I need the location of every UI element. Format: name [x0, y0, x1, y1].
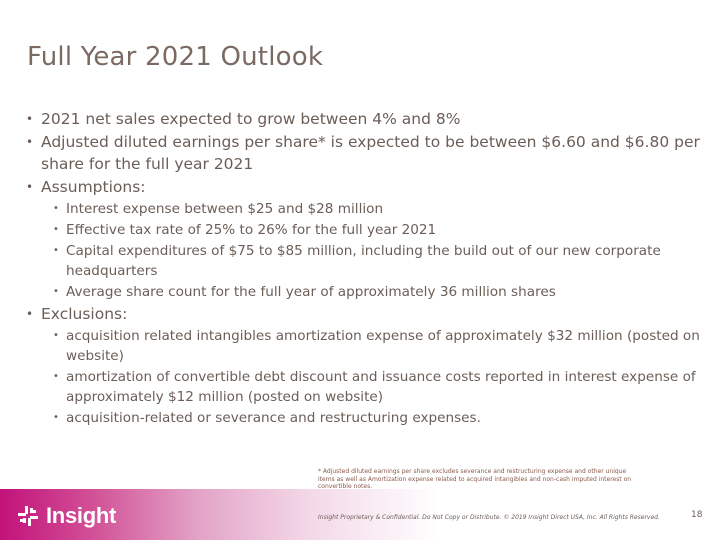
bullet-net-sales: 2021 net sales expected to grow between … [24, 108, 704, 130]
logo-text: Insight [46, 503, 117, 528]
assumption-item: Effective tax rate of 25% to 26% for the… [24, 220, 704, 240]
footnote: * Adjusted diluted earnings per share ex… [318, 468, 632, 491]
assumption-item: Interest expense between $25 and $28 mil… [24, 199, 704, 219]
confidentiality-notice: Insight Proprietary & Confidential. Do N… [318, 514, 660, 521]
exclusion-item: amortization of convertible debt discoun… [24, 367, 704, 407]
assumption-item: Capital expenditures of $75 to $85 milli… [24, 241, 704, 281]
insight-logo-icon [16, 504, 40, 528]
bullet-eps: Adjusted diluted earnings per share* is … [24, 131, 704, 175]
bullet-exclusions: Exclusions: [24, 303, 704, 325]
bullet-list: 2021 net sales expected to grow between … [24, 108, 704, 429]
insight-logo: Insight [16, 503, 116, 529]
assumption-item: Average share count for the full year of… [24, 282, 704, 302]
exclusion-item: acquisition related intangibles amortiza… [24, 326, 704, 366]
slide-title: Full Year 2021 Outlook [27, 42, 324, 72]
page-number: 18 [691, 510, 703, 520]
exclusion-item: acquisition-related or severance and res… [24, 408, 704, 428]
bullet-assumptions: Assumptions: [24, 176, 704, 198]
brand-band [0, 489, 440, 540]
